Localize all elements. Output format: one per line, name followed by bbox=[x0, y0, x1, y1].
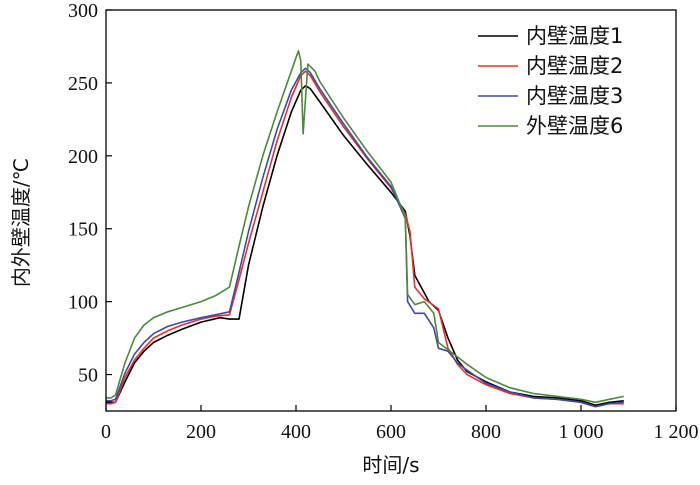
legend-label: 外壁温度6 bbox=[526, 114, 623, 138]
x-tick-label: 400 bbox=[281, 421, 311, 443]
y-tick-label: 150 bbox=[68, 219, 98, 241]
y-tick-label: 250 bbox=[68, 73, 98, 95]
x-axis-title: 时间/s bbox=[362, 453, 419, 477]
x-tick-label: 1 200 bbox=[654, 421, 699, 443]
series-line-4 bbox=[106, 50, 624, 404]
series-layer bbox=[106, 50, 624, 408]
x-tick-label: 800 bbox=[471, 421, 501, 443]
legend-label: 内壁温度1 bbox=[526, 24, 623, 48]
x-tick-label: 0 bbox=[101, 421, 111, 443]
legend-label: 内壁温度2 bbox=[526, 54, 623, 78]
x-tick-label: 1 000 bbox=[559, 421, 604, 443]
y-tick-label: 50 bbox=[78, 365, 98, 387]
legend: 内壁温度1 内壁温度2 内壁温度3 外壁温度6 bbox=[478, 24, 623, 138]
y-tick-label: 300 bbox=[68, 0, 98, 22]
ticks-layer: 0 200 400 600 800 1 000 1 200 50 100 150 200 250 300 bbox=[68, 0, 699, 443]
x-tick-label: 200 bbox=[186, 421, 216, 443]
y-axis-title: 内外壁温度/℃ bbox=[9, 158, 33, 287]
series-line-2 bbox=[106, 70, 624, 408]
y-tick-label: 200 bbox=[68, 146, 98, 168]
legend-label: 内壁温度3 bbox=[526, 84, 623, 108]
series-line-3 bbox=[106, 67, 624, 408]
x-tick-label: 600 bbox=[376, 421, 406, 443]
y-tick-label: 100 bbox=[68, 292, 98, 314]
